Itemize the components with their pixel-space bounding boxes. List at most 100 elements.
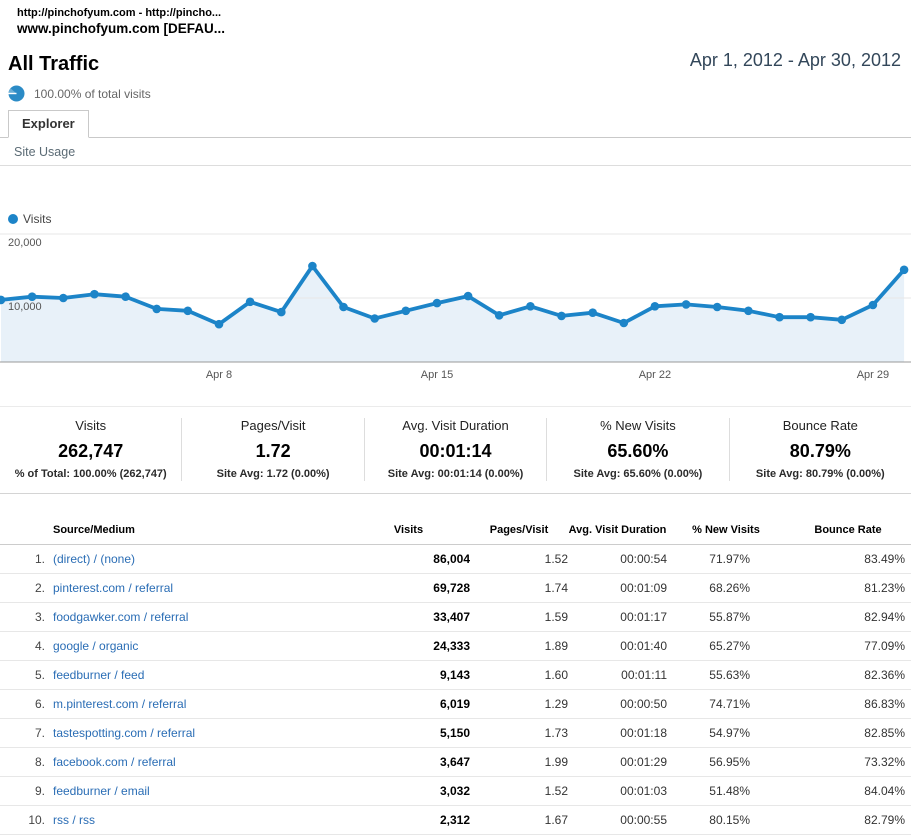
source-medium-link[interactable]: m.pinterest.com / referral — [53, 697, 187, 711]
metric-subtext: Site Avg: 1.72 (0.00%) — [216, 468, 330, 480]
col-header-visits[interactable]: Visits — [393, 523, 424, 536]
row-visits: 3,032 — [439, 784, 470, 798]
row-bounce-rate: 77.09% — [864, 639, 905, 653]
row-pages-visit: 1.29 — [544, 697, 568, 711]
table-body: 1. (direct) / (none) 86,004 1.52 00:00:5… — [0, 545, 911, 835]
source-medium-link[interactable]: facebook.com / referral — [53, 755, 176, 769]
metric-value: 1.72 — [255, 441, 291, 461]
row-avg-visit-duration: 00:01:29 — [620, 755, 667, 769]
row-rank: 7. — [34, 726, 45, 740]
table-row: 4. google / organic 24,333 1.89 00:01:40… — [0, 632, 911, 661]
table-row: 2. pinterest.com / referral 69,728 1.74 … — [0, 574, 911, 603]
col-header-bounce-rate[interactable]: Bounce Rate — [814, 523, 882, 536]
row-new-visits: 55.63% — [709, 668, 750, 682]
col-header-pages-visit[interactable]: Pages/Visit — [489, 523, 549, 536]
row-rank: 10. — [28, 813, 45, 827]
source-medium-link[interactable]: google / organic — [53, 639, 139, 653]
metric-value: 65.60% — [607, 441, 669, 461]
row-visits: 3,647 — [439, 755, 470, 769]
tab-explorer[interactable]: Explorer — [8, 110, 89, 138]
visits-series-label: Visits — [23, 212, 52, 226]
subtab-site-usage[interactable]: Site Usage — [14, 145, 76, 159]
pie-icon — [8, 85, 25, 102]
row-avg-visit-duration: 00:01:03 — [620, 784, 667, 798]
metric-value: 262,747 — [58, 441, 124, 461]
row-visits: 6,019 — [439, 697, 470, 711]
percent-of-total-label: 100.00% of total visits — [34, 86, 151, 101]
row-new-visits: 56.95% — [709, 755, 750, 769]
date-range-selector[interactable]: Apr 1, 2012 - Apr 30, 2012 — [689, 50, 901, 70]
source-medium-link[interactable]: feedburner / email — [53, 784, 150, 798]
svg-text:Apr 8: Apr 8 — [206, 369, 232, 381]
metric-pages-per-visit: Pages/Visit 1.72 Site Avg: 1.72 (0.00%) — [181, 418, 363, 481]
row-bounce-rate: 82.36% — [864, 668, 905, 682]
row-pages-visit: 1.99 — [544, 755, 568, 769]
metric-new-visits: % New Visits 65.60% Site Avg: 65.60% (0.… — [546, 418, 728, 481]
table-row: 10. rss / rss 2,312 1.67 00:00:55 80.15%… — [0, 806, 911, 835]
svg-text:Apr 29: Apr 29 — [857, 369, 889, 381]
col-header-source-medium[interactable]: Source/Medium — [53, 523, 135, 536]
row-pages-visit: 1.52 — [544, 784, 568, 798]
table-row: 1. (direct) / (none) 86,004 1.52 00:00:5… — [0, 545, 911, 574]
row-avg-visit-duration: 00:00:55 — [620, 813, 667, 827]
col-header-new-visits[interactable]: % New Visits — [692, 523, 760, 536]
row-avg-visit-duration: 00:01:11 — [621, 668, 667, 682]
visits-line-chart: 20,000 10,000 Apr 8 Apr 15 Apr 22 Apr 29 — [0, 233, 911, 381]
row-avg-visit-duration: 00:01:18 — [620, 726, 667, 740]
row-new-visits: 54.97% — [709, 726, 750, 740]
row-avg-visit-duration: 00:01:17 — [620, 610, 667, 624]
visits-series-dot-icon — [8, 214, 18, 224]
source-medium-link[interactable]: pinterest.com / referral — [53, 581, 174, 595]
source-medium-link[interactable]: (direct) / (none) — [53, 552, 136, 566]
row-bounce-rate: 73.32% — [864, 755, 905, 769]
table-row: 3. foodgawker.com / referral 33,407 1.59… — [0, 603, 911, 632]
svg-text:Apr 22: Apr 22 — [639, 369, 671, 381]
source-medium-link[interactable]: feedburner / feed — [53, 668, 145, 682]
row-new-visits: 51.48% — [709, 784, 750, 798]
row-bounce-rate: 86.83% — [864, 697, 905, 711]
row-rank: 8. — [34, 755, 45, 769]
svg-text:Apr 15: Apr 15 — [421, 369, 453, 381]
table-row: 8. facebook.com / referral 3,647 1.99 00… — [0, 748, 911, 777]
row-rank: 9. — [34, 784, 45, 798]
col-header-avg-visit-duration[interactable]: Avg. Visit Duration — [568, 523, 667, 536]
row-bounce-rate: 81.23% — [864, 581, 905, 595]
window-title-secondary: http://pinchofyum.com - http://pincho... — [17, 7, 222, 19]
row-new-visits: 71.97% — [709, 552, 750, 566]
row-rank: 2. — [34, 581, 45, 595]
row-new-visits: 65.27% — [709, 639, 750, 653]
window-title-block: http://pinchofyum.com - http://pincho...… — [0, 0, 911, 37]
table-row: 9. feedburner / email 3,032 1.52 00:01:0… — [0, 777, 911, 806]
chart-legend: Visits — [8, 212, 911, 226]
row-avg-visit-duration: 00:01:09 — [620, 581, 667, 595]
row-avg-visit-duration: 00:01:40 — [620, 639, 667, 653]
row-visits: 2,312 — [439, 813, 470, 827]
source-medium-link[interactable]: tastespotting.com / referral — [53, 726, 196, 740]
row-rank: 3. — [34, 610, 45, 624]
row-pages-visit: 1.59 — [544, 610, 568, 624]
row-avg-visit-duration: 00:00:50 — [620, 697, 667, 711]
source-medium-link[interactable]: rss / rss — [53, 813, 95, 827]
metric-subtext: Site Avg: 65.60% (0.00%) — [573, 468, 703, 480]
row-bounce-rate: 82.79% — [864, 813, 905, 827]
row-rank: 1. — [34, 552, 45, 566]
window-title-primary: www.pinchofyum.com [DEFAU... — [17, 21, 226, 36]
row-bounce-rate: 82.94% — [864, 610, 905, 624]
metric-label: Pages/Visit — [240, 418, 306, 433]
row-new-visits: 80.15% — [709, 813, 750, 827]
row-pages-visit: 1.52 — [544, 552, 568, 566]
metric-visits: Visits 262,747 % of Total: 100.00% (262,… — [0, 418, 181, 481]
source-medium-link[interactable]: foodgawker.com / referral — [53, 610, 189, 624]
row-visits: 33,407 — [433, 610, 470, 624]
row-pages-visit: 1.73 — [544, 726, 568, 740]
row-pages-visit: 1.89 — [544, 639, 568, 653]
table-row: 5. feedburner / feed 9,143 1.60 00:01:11… — [0, 661, 911, 690]
metric-label: Avg. Visit Duration — [402, 418, 509, 433]
row-new-visits: 74.71% — [709, 697, 750, 711]
row-new-visits: 68.26% — [709, 581, 750, 595]
metric-subtext: Site Avg: 80.79% (0.00%) — [755, 468, 885, 480]
row-visits: 86,004 — [433, 552, 470, 566]
metric-value: 00:01:14 — [419, 441, 492, 461]
table-header-row: Source/Medium Visits Pages/Visit Avg. Vi… — [0, 515, 911, 545]
row-rank: 4. — [34, 639, 45, 653]
